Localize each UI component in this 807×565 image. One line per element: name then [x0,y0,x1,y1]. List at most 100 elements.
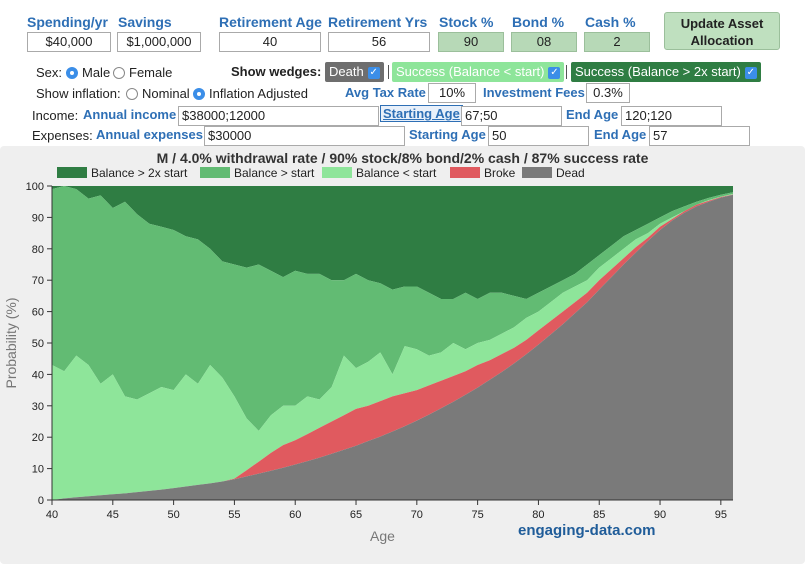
spending-label: Spending/yr [27,14,108,30]
tax-input[interactable]: 10% [428,83,476,103]
update-button-line1: Update Asset [680,16,764,31]
area-above-2x [52,186,733,299]
update-allocation-button[interactable]: Update Asset Allocation [664,12,780,50]
fees-input[interactable]: 0.3% [586,83,630,103]
y-tick-label: 10 [32,464,44,476]
savings-label: Savings [118,14,172,30]
annual-expenses-label: Annual expenses [96,127,203,142]
wedge-death-toggle[interactable]: Death ✓ [325,62,384,82]
chart-title: M / 4.0% withdrawal rate / 90% stock/8% … [156,150,649,166]
wedge-death-label: Death [329,64,364,79]
area-below-start [52,193,733,500]
income-end-age-label: End Age [566,107,619,122]
area-dead [52,194,733,501]
bond-label: Bond % [512,14,565,30]
expenses-starting-age-input[interactable]: 50 [488,126,589,146]
income-starting-age-label[interactable]: Starting Age [380,105,463,122]
y-tick-label: 100 [26,181,44,193]
annual-income-input[interactable]: $38000;12000 [178,106,379,126]
y-tick-label: 40 [32,369,44,381]
y-axis-label: Probability (%) [3,297,19,388]
x-axis-label: Age [370,528,395,544]
show-wedges-label: Show wedges: [231,64,322,79]
legend-label-dead: Dead [556,166,585,180]
annual-income-label: Annual income [83,107,177,122]
x-tick-label: 75 [472,509,484,521]
wedge-success-above-label: Success (Balance > 2x start) [575,64,741,79]
inflation-nominal-label: Nominal [142,86,190,101]
x-tick-label: 65 [350,509,362,521]
income-starting-age-input[interactable]: 67;50 [461,106,562,126]
x-tick-label: 60 [289,509,301,521]
site-credit: engaging-data.com [518,522,656,539]
sex-female-radio[interactable] [113,67,125,79]
x-tick-label: 50 [167,509,179,521]
legend-swatch-below-start [322,167,352,178]
legend-label-above-2x: Balance > 2x start [91,166,188,180]
update-button-line2: Allocation [690,33,754,48]
legend-label-below-start: Balance < start [356,166,437,180]
cash-input[interactable]: 2 [584,32,650,52]
savings-input[interactable]: $1,000,000 [117,32,201,52]
x-tick-label: 55 [228,509,240,521]
legend-label-broke: Broke [484,166,516,180]
y-tick-label: 30 [32,401,44,413]
wedge-success-below-toggle[interactable]: Success (Balance < start) ✓ [392,62,565,82]
retirement-yrs-label: Retirement Yrs [328,14,428,30]
income-end-age-input[interactable]: 120;120 [621,106,722,126]
sex-male-radio[interactable] [66,67,78,79]
fees-label: Investment Fees [483,85,585,100]
legend-swatch-above-2x [57,167,87,178]
x-tick-label: 40 [46,509,58,521]
inflation-adjusted-label: Inflation Adjusted [209,86,309,101]
retirement-age-input[interactable]: 40 [219,32,321,52]
wedge-success-below-label: Success (Balance < start) [396,64,545,79]
x-tick-label: 95 [715,509,727,521]
income-label: Income: [32,108,79,123]
area-above-start [52,186,733,431]
y-tick-label: 70 [32,275,44,287]
wedge-success-above-toggle[interactable]: Success (Balance > 2x start) ✓ [571,62,761,82]
x-tick-label: 85 [593,509,605,521]
tax-label: Avg Tax Rate [345,85,426,100]
stock-input[interactable]: 90 [438,32,504,52]
show-inflation-label: Show inflation: [36,86,121,101]
x-tick-label: 70 [411,509,423,521]
sex-label: Sex: [36,65,63,80]
retirement-age-label: Retirement Age [219,14,322,30]
retirement-yrs-input[interactable]: 56 [328,32,430,52]
legend-swatch-broke [450,167,480,178]
cash-label: Cash % [585,14,636,30]
area-broke [52,194,733,500]
legend-swatch-above-start [200,167,230,178]
spending-input[interactable]: $40,000 [27,32,111,52]
sex-female-label: Female [129,65,173,80]
divider [388,65,389,79]
y-tick-label: 90 [32,212,44,224]
expenses-label: Expenses: [32,128,93,143]
sex-male-label: Male [82,65,111,80]
stock-label: Stock % [439,14,494,30]
y-tick-label: 80 [32,244,44,256]
bond-input[interactable]: 08 [511,32,577,52]
x-tick-label: 45 [107,509,119,521]
legend-label-above-start: Balance > start [234,166,315,180]
expenses-end-age-label: End Age [594,127,647,142]
legend-swatch-dead [522,167,552,178]
checkbox-icon: ✓ [744,66,757,79]
expenses-end-age-input[interactable]: 57 [649,126,750,146]
checkbox-icon: ✓ [548,66,561,79]
annual-expenses-input[interactable]: $30000 [204,126,405,146]
inflation-adjusted-radio[interactable] [193,88,205,100]
y-tick-label: 50 [32,338,44,350]
y-tick-label: 60 [32,307,44,319]
y-tick-label: 20 [32,432,44,444]
inflation-nominal-radio[interactable] [126,88,138,100]
x-tick-label: 90 [654,509,666,521]
probability-chart: 40 45 50 55 60 65 70 75 80 85 90 95 0 10 20 30 40 50 60 70 8… [3,166,733,544]
checkbox-icon: ✓ [367,66,380,79]
y-tick-label: 0 [38,495,44,507]
expenses-starting-age-label: Starting Age [409,127,486,142]
divider [566,65,567,79]
x-tick-label: 80 [532,509,544,521]
